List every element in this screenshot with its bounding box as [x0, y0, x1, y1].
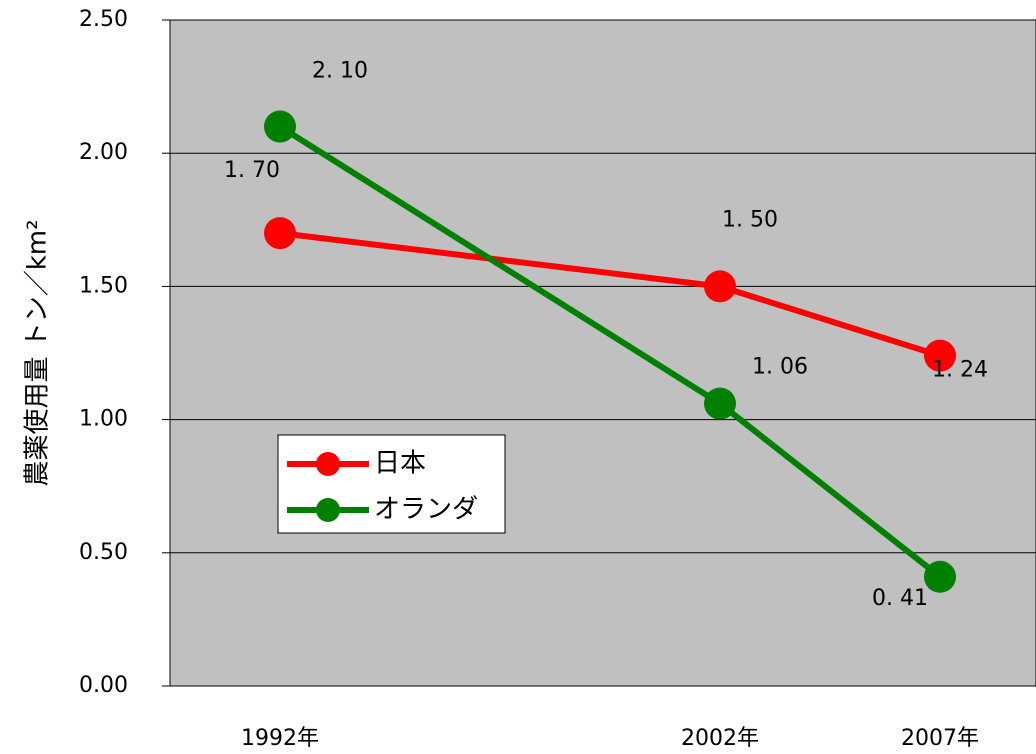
- marker: [924, 560, 956, 593]
- legend-marker: [316, 452, 340, 476]
- legend-label: 日本: [374, 449, 426, 479]
- marker: [264, 217, 296, 250]
- data-label: 1. 70: [224, 158, 280, 183]
- data-label: 1. 24: [932, 358, 988, 383]
- marker: [704, 270, 736, 303]
- y-tick-label: 1.00: [79, 407, 128, 432]
- data-label: 2. 10: [312, 59, 368, 84]
- legend-box: [277, 434, 506, 534]
- marker: [704, 387, 736, 420]
- data-label: 0. 41: [872, 586, 928, 611]
- y-tick-label: 2.00: [79, 140, 128, 165]
- y-tick-label: 0.00: [79, 673, 128, 698]
- data-label: 1. 50: [722, 207, 778, 232]
- y-tick-label: 2.50: [79, 7, 128, 32]
- y-tick-label: 0.50: [79, 540, 128, 565]
- marker: [924, 339, 956, 372]
- x-tick-label: 2007年: [901, 726, 979, 751]
- data-label: 1. 06: [752, 355, 808, 380]
- x-tick-label: 2002年: [681, 726, 759, 751]
- legend-label: オランダ: [374, 495, 478, 525]
- marker: [264, 110, 296, 143]
- y-axis-label: 農薬使用量 トン／km²: [23, 219, 53, 486]
- x-tick-label: 1992年: [241, 726, 319, 751]
- plot-area: [169, 19, 1036, 687]
- y-tick-label: 1.50: [79, 273, 128, 298]
- legend-marker: [316, 498, 340, 522]
